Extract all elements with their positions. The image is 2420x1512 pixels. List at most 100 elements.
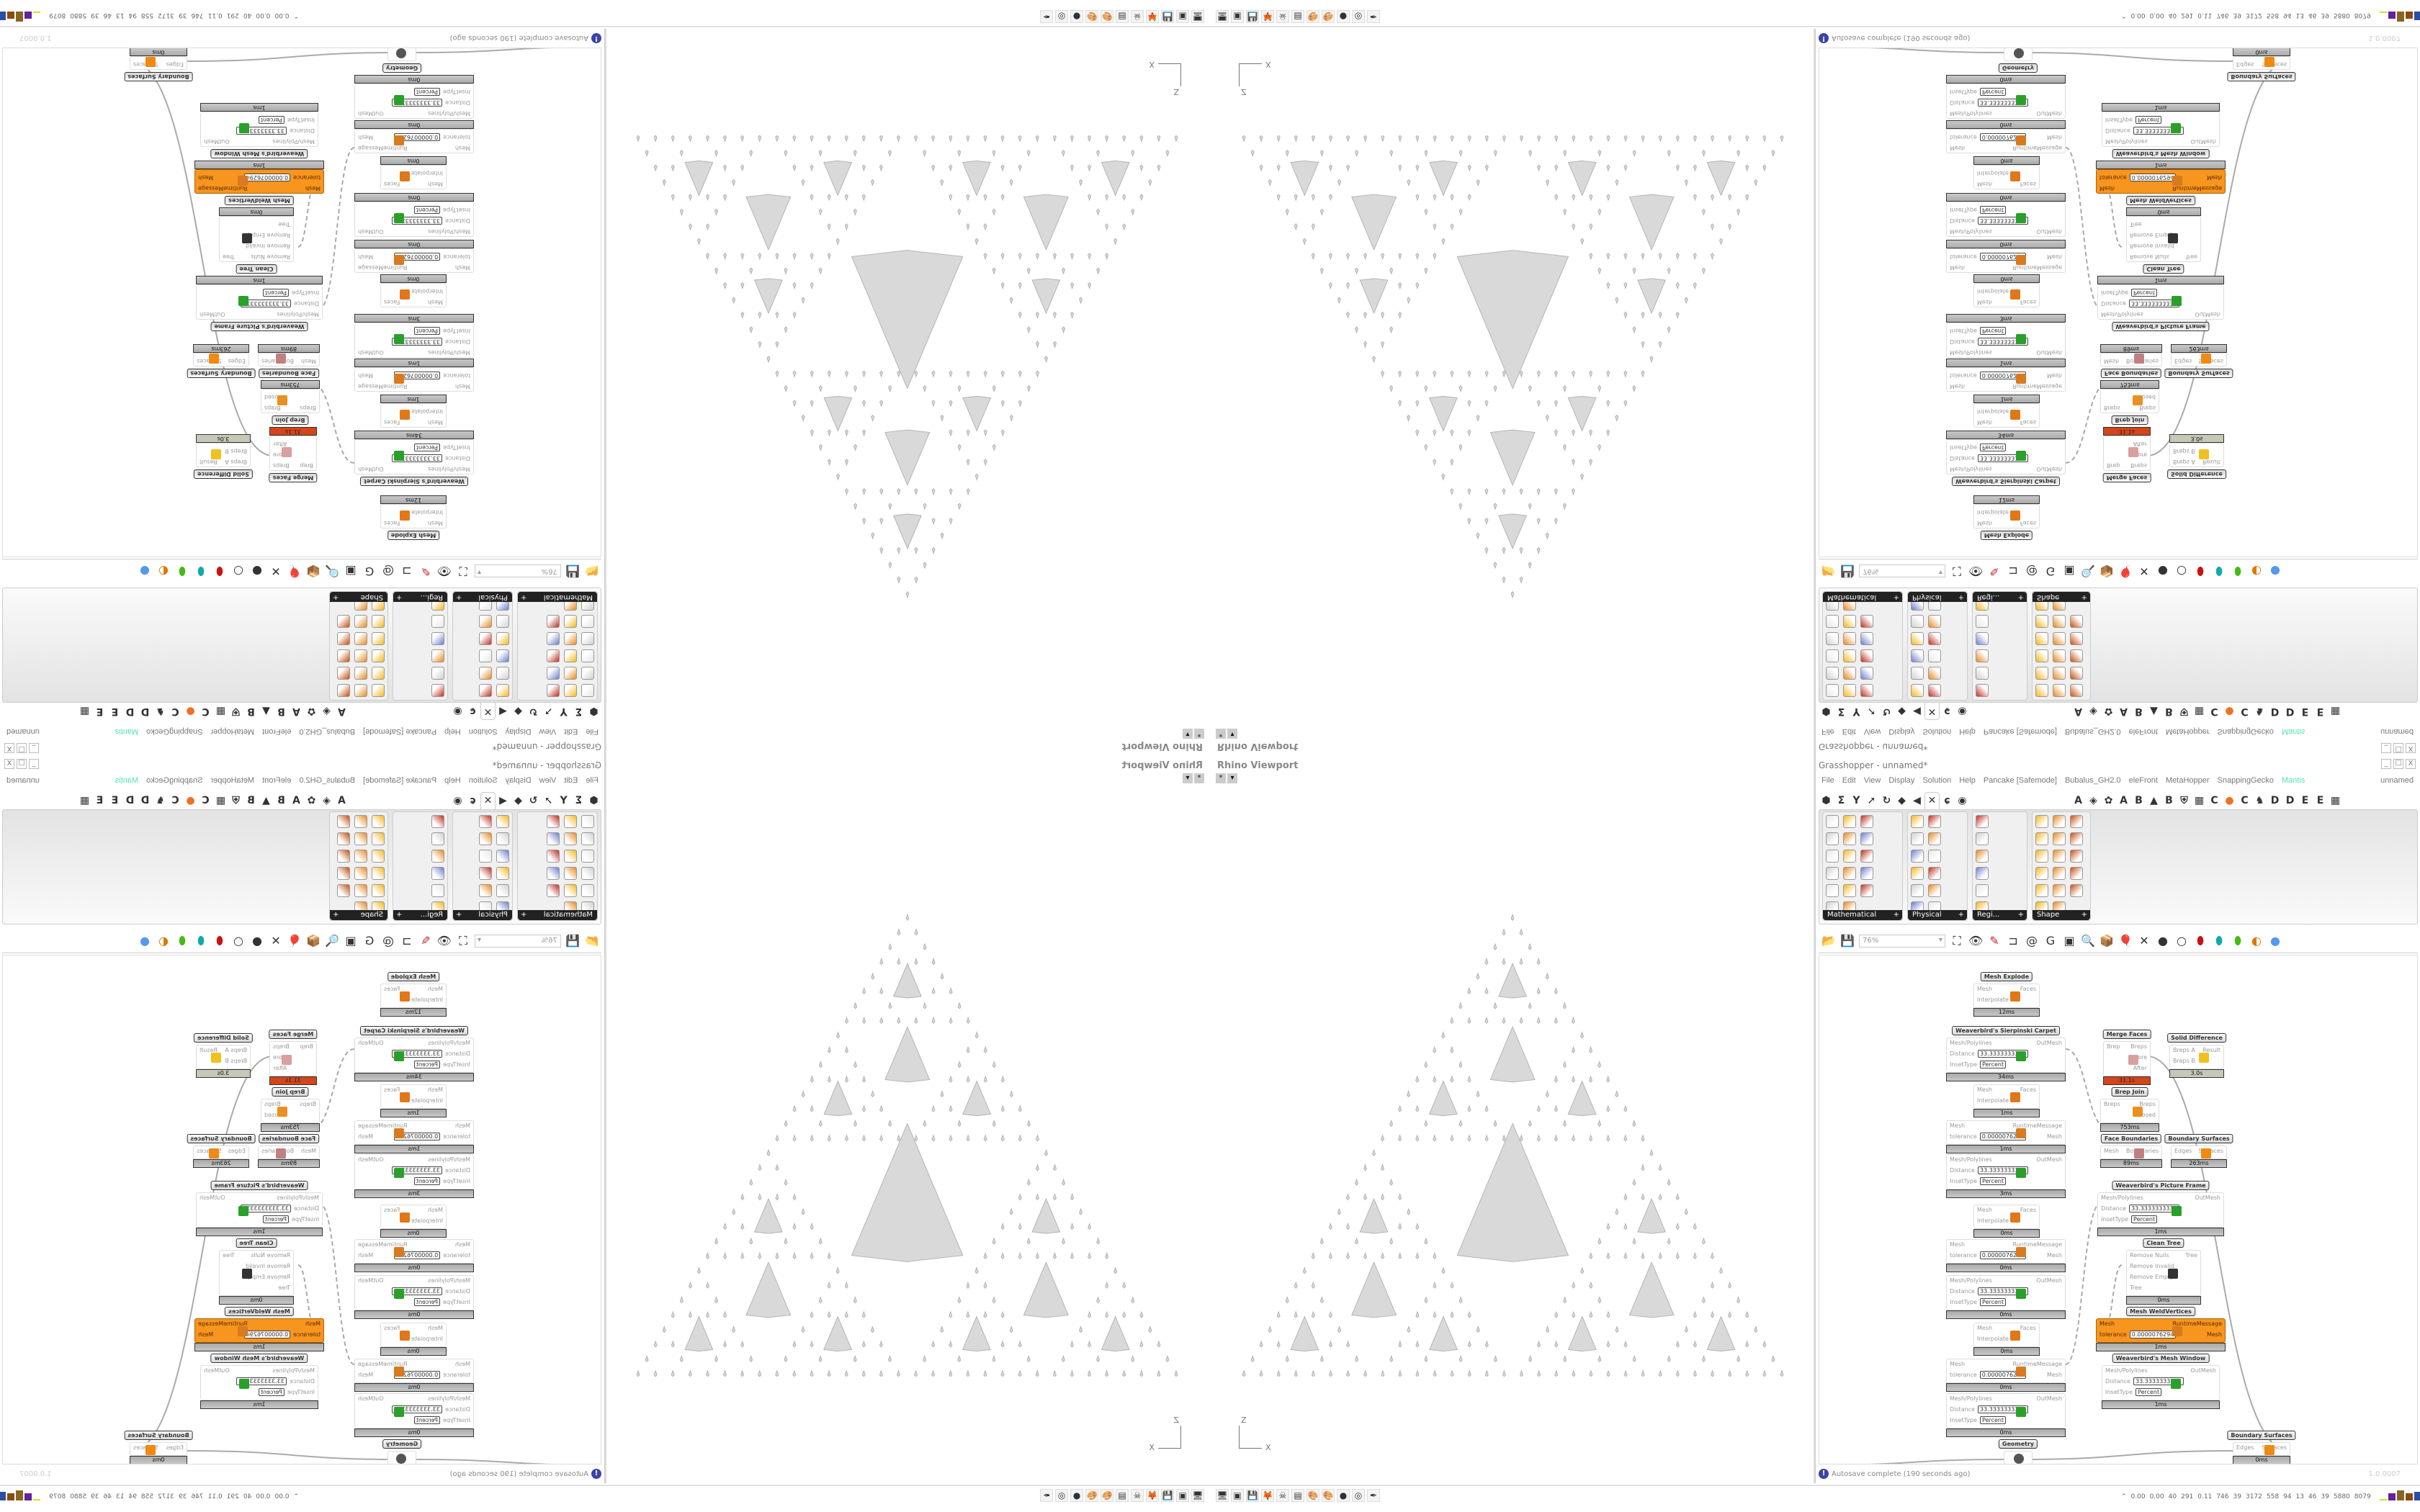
- input-param[interactable]: Mesh: [428, 986, 443, 992]
- input-param[interactable]: Mesh/Polylines: [1950, 228, 1992, 235]
- balloon-icon[interactable]: 🎈: [287, 933, 302, 948]
- red-cylinder-icon[interactable]: ⬮: [2196, 564, 2205, 579]
- viewport-menu-button[interactable]: *: [1194, 729, 1204, 739]
- component-icon[interactable]: [547, 832, 560, 845]
- blue-sphere-icon[interactable]: ●: [140, 564, 150, 579]
- wires-icon[interactable]: ✕: [271, 564, 281, 579]
- output-param[interactable]: OutMesh: [2036, 1395, 2062, 1402]
- input-param[interactable]: Brep: [300, 1043, 313, 1050]
- tab-icon[interactable]: Σ: [1837, 706, 1845, 717]
- component-icon[interactable]: [581, 615, 594, 628]
- component-icon[interactable]: [564, 815, 577, 828]
- tab-icon[interactable]: C: [171, 795, 179, 806]
- plugin-icon[interactable]: ⊐: [2008, 933, 2018, 948]
- panel-label[interactable]: Mathematical +: [518, 910, 597, 920]
- component-icon[interactable]: [581, 832, 594, 845]
- input-param[interactable]: Mesh: [455, 264, 470, 271]
- input-param[interactable]: Interpolate: [1977, 996, 2009, 1003]
- input-value[interactable]: Percent: [1980, 88, 2007, 96]
- output-param[interactable]: After: [273, 1065, 287, 1071]
- component-icon[interactable]: [1843, 884, 1856, 897]
- input-value[interactable]: Percent: [2136, 116, 2162, 124]
- input-param[interactable]: Mesh/Polylines: [1950, 1156, 1992, 1163]
- remote-desktop-icon[interactable]: 🖥: [1216, 10, 1229, 23]
- close-button[interactable]: X: [4, 759, 14, 769]
- menu-mantis[interactable]: Mantis: [2281, 776, 2305, 785]
- menu-edit[interactable]: Edit: [1842, 776, 1856, 785]
- component-icon[interactable]: [479, 884, 492, 897]
- component-icon[interactable]: [337, 850, 350, 863]
- input-param[interactable]: InsetTypePercent: [413, 88, 470, 96]
- calculator-icon[interactable]: ▤: [1116, 1489, 1129, 1502]
- wires-icon[interactable]: ✕: [2139, 564, 2149, 579]
- input-param[interactable]: Tree: [278, 1284, 290, 1291]
- component-icon[interactable]: [372, 632, 385, 645]
- email-icon[interactable]: @: [382, 564, 394, 579]
- input-param[interactable]: Remove Invalid: [2130, 1263, 2174, 1269]
- red-app-icon[interactable]: ☠: [1131, 10, 1144, 23]
- menu-help[interactable]: Help: [1959, 776, 1976, 785]
- input-param[interactable]: Interpolate: [411, 408, 443, 415]
- input-param[interactable]: Tree: [2130, 221, 2142, 228]
- component-icon[interactable]: [2053, 850, 2066, 863]
- panel-expand-icon[interactable]: +: [2017, 911, 2024, 919]
- menu-snappinggecko[interactable]: SnappingGecko: [146, 727, 203, 736]
- input-param[interactable]: Mesh/Polylines: [272, 138, 315, 145]
- component-icon[interactable]: [1860, 850, 1873, 863]
- component-icon[interactable]: [431, 867, 444, 880]
- component-icon[interactable]: [564, 649, 577, 662]
- component-icon[interactable]: [496, 867, 509, 880]
- input-param[interactable]: Mesh: [1977, 181, 1992, 187]
- red-app-icon[interactable]: ☠: [1131, 1489, 1144, 1502]
- teal-cylinder-icon[interactable]: ⬮: [2215, 933, 2223, 948]
- tab-icon[interactable]: A: [2120, 795, 2128, 806]
- input-param[interactable]: Remove Empty: [2130, 1274, 2174, 1280]
- component-icon[interactable]: [479, 615, 492, 628]
- output-param[interactable]: After: [2133, 441, 2147, 447]
- tab-icon[interactable]: ◈: [323, 706, 331, 717]
- panel-label[interactable]: Physical +: [453, 910, 512, 920]
- component-icon[interactable]: [547, 615, 560, 628]
- input-param[interactable]: Mesh: [428, 1325, 443, 1331]
- component-icon[interactable]: [1911, 850, 1924, 863]
- tab-icon[interactable]: ↻: [529, 706, 538, 717]
- panel-label[interactable]: Physical +: [453, 592, 512, 602]
- menu-solution[interactable]: Solution: [1922, 727, 1952, 736]
- output-param[interactable]: OutMesh: [2036, 1040, 2062, 1046]
- red-app-icon[interactable]: ☠: [1276, 10, 1289, 23]
- component-icon[interactable]: [372, 867, 385, 880]
- input-param[interactable]: Mesh: [1977, 986, 1992, 992]
- component-icon[interactable]: [2035, 649, 2048, 662]
- tab-icon[interactable]: A: [2074, 795, 2082, 806]
- input-value[interactable]: Percent: [2131, 1215, 2158, 1223]
- tab-icon[interactable]: ●: [186, 706, 195, 717]
- input-param[interactable]: Mesh: [428, 1086, 443, 1093]
- gha-icon[interactable]: G: [2045, 564, 2056, 579]
- inkscape-icon[interactable]: ✒: [1367, 1489, 1380, 1502]
- input-param[interactable]: Mesh/Polylines: [277, 311, 319, 318]
- input-param[interactable]: Interpolate: [1977, 509, 2009, 516]
- input-param[interactable]: Mesh: [1950, 145, 1965, 151]
- component-icon[interactable]: [479, 832, 492, 845]
- menu-bubalus-gh2-0[interactable]: Bubalus_GH2.0: [2064, 776, 2121, 785]
- output-param[interactable]: Mesh: [2207, 1331, 2222, 1338]
- blue-sphere-icon[interactable]: ●: [140, 933, 150, 948]
- minimize-button[interactable]: _: [2381, 743, 2391, 753]
- component-icon[interactable]: [2035, 850, 2048, 863]
- panel-expand-icon[interactable]: +: [396, 911, 403, 919]
- component-icon[interactable]: [581, 867, 594, 880]
- component-icon[interactable]: [564, 615, 577, 628]
- package-icon[interactable]: 📦: [306, 933, 321, 948]
- menu-display[interactable]: Display: [1888, 776, 1915, 785]
- component-icon[interactable]: [547, 667, 560, 680]
- menu-bubalus-gh2-0[interactable]: Bubalus_GH2.0: [299, 727, 356, 736]
- input-param[interactable]: Mesh/Polylines: [1950, 1277, 1992, 1284]
- component-icon[interactable]: [496, 667, 509, 680]
- output-param[interactable]: Tree: [223, 253, 235, 260]
- package-icon[interactable]: 📦: [2099, 933, 2114, 948]
- tab-icon[interactable]: ɕ: [1944, 706, 1950, 717]
- gpu-icon[interactable]: ▣: [1231, 1489, 1244, 1502]
- preview-eye-icon[interactable]: 👁: [1968, 933, 1984, 948]
